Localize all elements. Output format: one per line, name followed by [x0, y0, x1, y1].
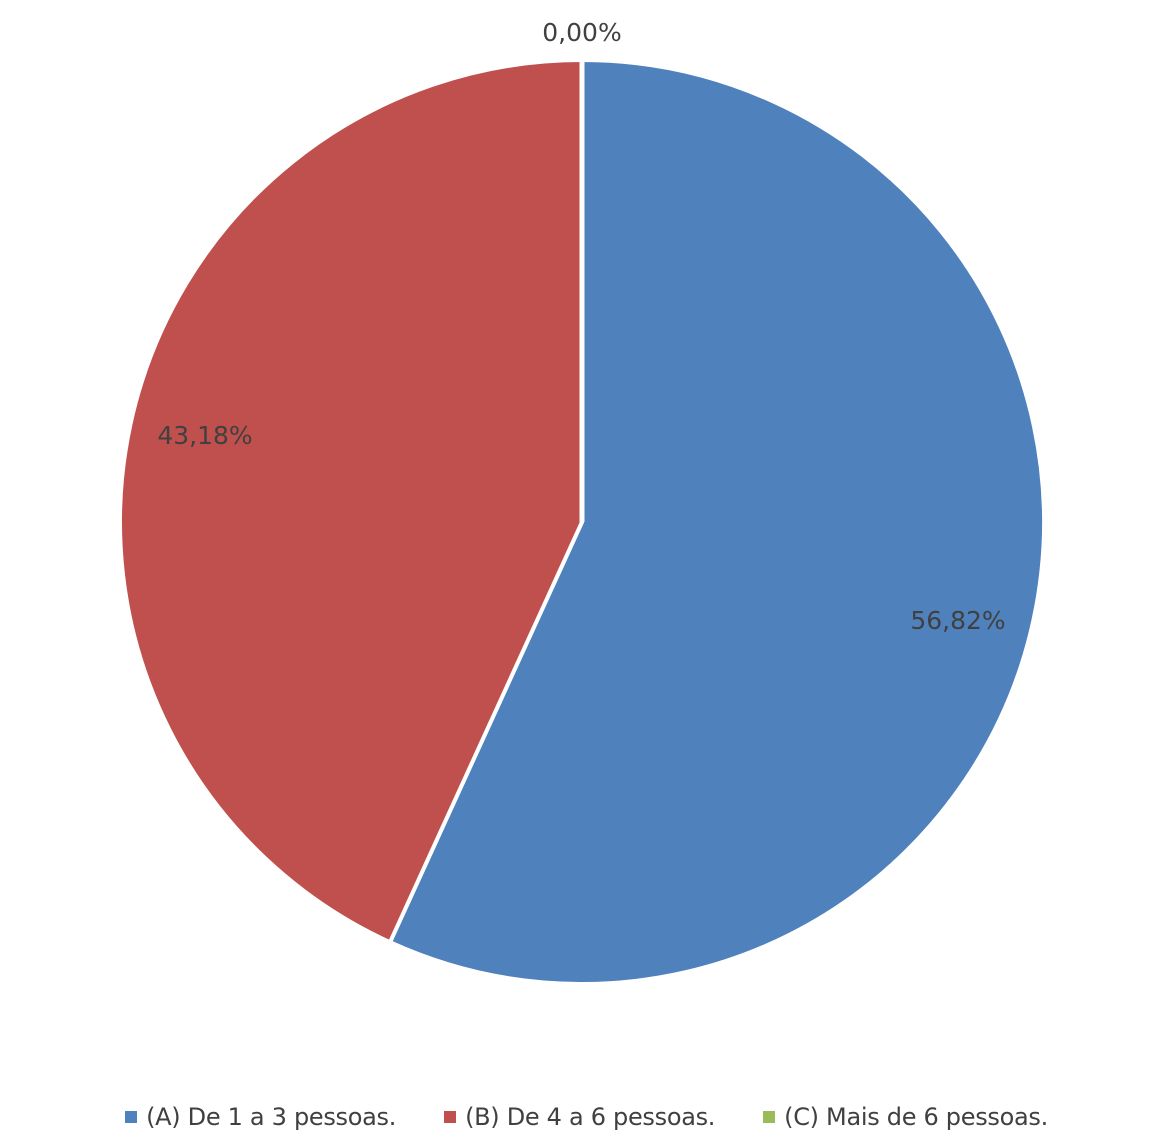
- legend-swatch-b: [444, 1111, 457, 1123]
- pie-slice-a: [388, 58, 1046, 986]
- data-label-c: 0,00%: [542, 18, 621, 47]
- legend-label-c: (C) Mais de 6 pessoas.: [784, 1103, 1048, 1131]
- data-label-b: 43,18%: [157, 421, 252, 450]
- pie-slice-b: [118, 58, 584, 945]
- data-label-a: 56,82%: [910, 606, 1005, 635]
- legend-swatch-c: [763, 1111, 776, 1123]
- legend-item-c: (C) Mais de 6 pessoas.: [763, 1103, 1048, 1131]
- legend-swatch-a: [125, 1111, 138, 1123]
- legend-item-b: (B) De 4 a 6 pessoas.: [444, 1103, 715, 1131]
- pie-chart: 56,82% 43,18% 0,00%: [118, 18, 1046, 986]
- chart-legend: (A) De 1 a 3 pessoas. (B) De 4 a 6 pesso…: [0, 1097, 1173, 1137]
- legend-label-b: (B) De 4 a 6 pessoas.: [465, 1103, 716, 1131]
- legend-label-a: (A) De 1 a 3 pessoas.: [146, 1103, 397, 1131]
- legend-item-a: (A) De 1 a 3 pessoas.: [125, 1103, 396, 1131]
